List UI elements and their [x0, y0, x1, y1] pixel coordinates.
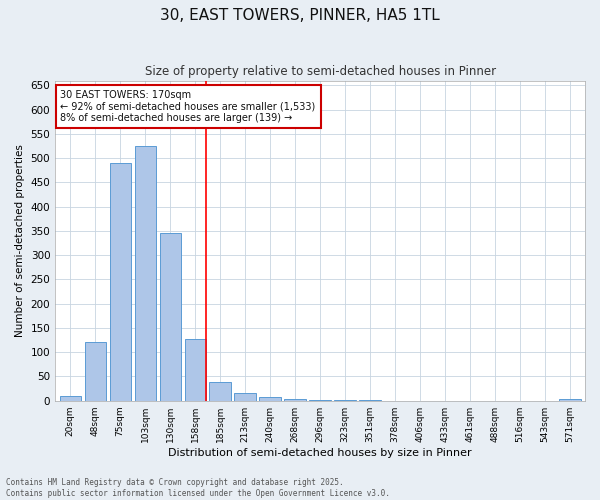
Bar: [259, 397, 281, 400]
Bar: [160, 234, 181, 400]
Text: 30, EAST TOWERS, PINNER, HA5 1TL: 30, EAST TOWERS, PINNER, HA5 1TL: [160, 8, 440, 22]
Y-axis label: Number of semi-detached properties: Number of semi-detached properties: [15, 144, 25, 337]
Bar: [209, 382, 231, 400]
Text: Contains HM Land Registry data © Crown copyright and database right 2025.
Contai: Contains HM Land Registry data © Crown c…: [6, 478, 390, 498]
Bar: [85, 342, 106, 400]
Bar: [235, 393, 256, 400]
Bar: [110, 163, 131, 400]
Title: Size of property relative to semi-detached houses in Pinner: Size of property relative to semi-detach…: [145, 65, 496, 78]
Bar: [134, 146, 156, 401]
X-axis label: Distribution of semi-detached houses by size in Pinner: Distribution of semi-detached houses by …: [168, 448, 472, 458]
Text: 30 EAST TOWERS: 170sqm
← 92% of semi-detached houses are smaller (1,533)
8% of s: 30 EAST TOWERS: 170sqm ← 92% of semi-det…: [61, 90, 316, 124]
Bar: [185, 338, 206, 400]
Bar: [284, 399, 306, 400]
Bar: [59, 396, 81, 400]
